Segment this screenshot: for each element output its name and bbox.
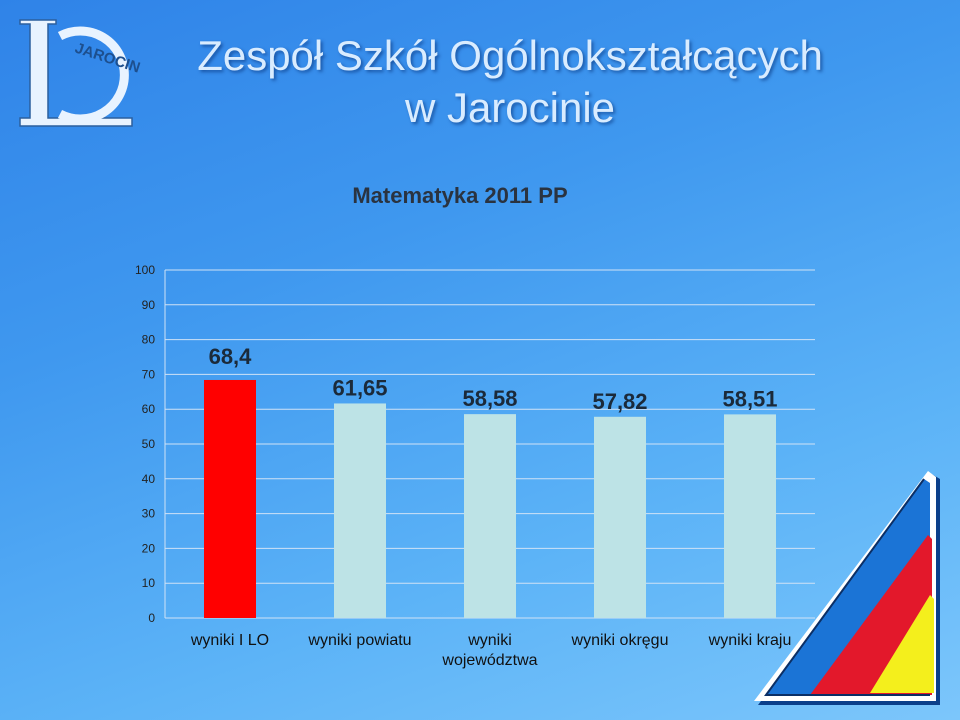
x-tick-label: wyniki bbox=[467, 632, 512, 649]
y-tick-label: 20 bbox=[142, 541, 156, 555]
y-tick-label: 30 bbox=[142, 507, 156, 521]
chart-title: Matematyka 2011 PP bbox=[352, 183, 568, 208]
school-logo: JAROCIN bbox=[19, 19, 142, 127]
bar bbox=[464, 414, 516, 618]
y-tick-label: 40 bbox=[142, 472, 156, 486]
data-label: 57,82 bbox=[592, 389, 647, 414]
x-tick-label: wyniki okręgu bbox=[571, 632, 669, 649]
triangle-decoration bbox=[754, 471, 940, 705]
bar bbox=[334, 403, 386, 618]
data-label: 58,51 bbox=[722, 386, 777, 411]
x-tick-label: wyniki I LO bbox=[190, 632, 269, 649]
y-tick-label: 70 bbox=[142, 367, 156, 381]
data-label: 58,58 bbox=[462, 386, 517, 411]
data-label: 61,65 bbox=[332, 375, 387, 400]
school-title: Zespół Szkół Ogólnokształcących w Jaroci… bbox=[150, 30, 870, 134]
x-tick-label: wyniki powiatu bbox=[307, 632, 411, 649]
bar bbox=[594, 416, 646, 618]
school-title-line1: Zespół Szkół Ogólnokształcących bbox=[197, 32, 823, 79]
y-tick-label: 60 bbox=[142, 402, 156, 416]
bar bbox=[724, 414, 776, 618]
x-tick-label: województwa bbox=[441, 652, 537, 669]
y-tick-label: 10 bbox=[142, 576, 156, 590]
y-tick-label: 90 bbox=[142, 298, 156, 312]
y-tick-label: 0 bbox=[148, 611, 155, 625]
data-label: 68,4 bbox=[209, 344, 253, 369]
y-tick-label: 100 bbox=[135, 263, 155, 277]
x-tick-label: wyniki kraju bbox=[708, 632, 792, 649]
school-title-line2: w Jarocinie bbox=[404, 84, 616, 131]
y-tick-label: 80 bbox=[142, 333, 156, 347]
y-tick-label: 50 bbox=[142, 437, 156, 451]
bar bbox=[204, 379, 256, 618]
